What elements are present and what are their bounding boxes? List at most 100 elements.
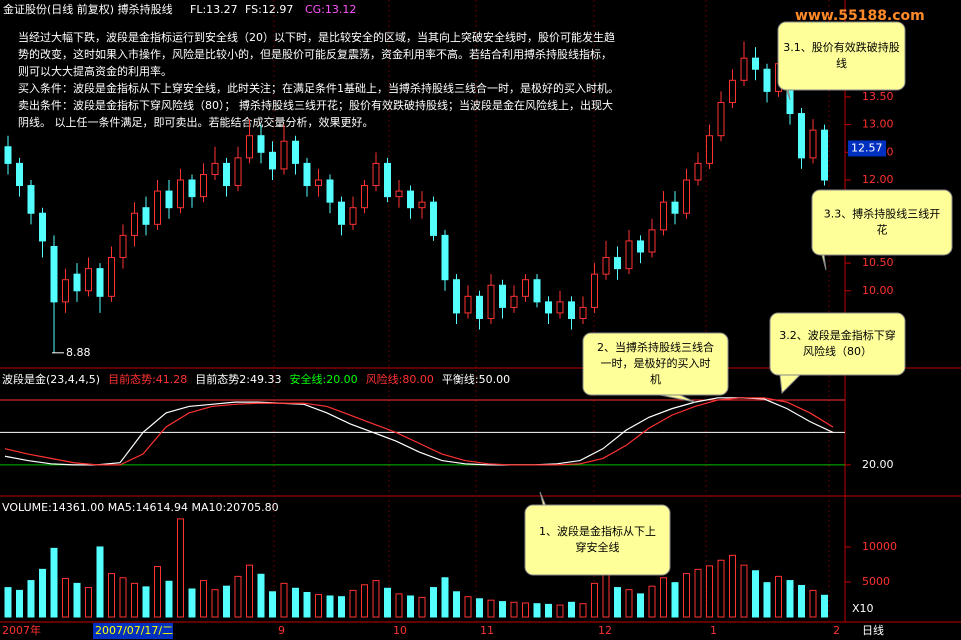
volume-bar — [591, 582, 598, 618]
volume-bar — [752, 570, 759, 618]
candle-body — [361, 185, 368, 209]
candle-body — [579, 306, 587, 319]
callout-box — [777, 21, 906, 91]
indicator-tick-label: 20.00 — [862, 458, 894, 471]
volume-bar — [269, 591, 276, 618]
volume-unit: X10 — [852, 602, 874, 615]
volume-header: VOLUME:14361.00 MA5:14614.94 MA10:20705.… — [2, 501, 279, 514]
candle-body — [211, 162, 219, 175]
candle-body — [763, 68, 771, 92]
date-label: 10 — [393, 624, 407, 637]
volume-bar — [660, 577, 667, 618]
volume-bar — [292, 587, 299, 618]
callout-box — [811, 189, 953, 256]
volume-bar — [579, 603, 587, 618]
candle-body — [50, 245, 58, 303]
volume-bar — [257, 573, 265, 618]
candle-body — [683, 179, 690, 214]
volume-bar — [73, 582, 81, 618]
volume-bar — [246, 564, 253, 618]
callout-box — [769, 312, 906, 376]
volume-bar — [154, 566, 161, 618]
callout-text: 2、当搏杀持股线三线合 — [597, 340, 714, 354]
candle-body — [269, 151, 276, 170]
volume-bar — [441, 577, 449, 618]
description-line: 买入条件：波段是金指标从下上穿安全线，此时关注；在满足条件1基础上，当搏杀持股线… — [18, 81, 619, 95]
candle-body — [706, 135, 713, 164]
price-tick-label: 10.50 — [862, 256, 894, 269]
volume-bar — [16, 589, 23, 618]
chart-title: 金证股份(日线 前复权) 搏杀持股线 — [3, 2, 173, 16]
date-label: 2 — [833, 624, 840, 637]
volume-bar — [361, 584, 368, 618]
candle-body — [177, 179, 184, 209]
date-label: 11 — [480, 624, 494, 637]
callout-text: 一时，是极好的买入时 — [601, 356, 711, 370]
volume-bar — [349, 589, 357, 618]
volume-bar — [568, 601, 575, 618]
callout-text: 机 — [650, 372, 661, 386]
candle-body — [614, 257, 621, 270]
fs-value: FS:12.97 — [245, 3, 293, 16]
candle-body — [96, 268, 104, 297]
volume-bar — [614, 587, 621, 618]
volume-bar — [775, 575, 782, 618]
description-line: 势的改变，这时如果入市操作，风险是比较小的，但是股价可能反复震荡，资金利用率不高… — [18, 47, 612, 61]
candle-body — [165, 190, 173, 209]
volume-bar — [476, 598, 483, 618]
indicator-label: 波段是金(23,4,4,5) — [2, 372, 100, 386]
candle-body — [119, 234, 127, 259]
volume-bar — [27, 580, 35, 618]
volume-bar — [4, 587, 12, 618]
volume-bar — [556, 604, 564, 618]
candle-body — [625, 240, 633, 270]
candle-body — [510, 295, 518, 308]
indicator-label: 目前态势2:49.33 — [195, 372, 281, 386]
watermark: www.55188.com — [795, 8, 925, 24]
candle-body — [809, 129, 817, 159]
date-label: 1 — [710, 624, 717, 637]
low-marker: 8.88 — [66, 346, 91, 359]
volume-bar — [487, 599, 495, 618]
volume-bar — [85, 587, 92, 618]
volume-bar — [177, 518, 184, 618]
candle-body — [4, 146, 12, 164]
volume-bar — [418, 596, 426, 618]
volume-bar — [798, 584, 805, 618]
volume-bar — [729, 554, 736, 618]
callout-box — [582, 332, 729, 396]
volume-bar — [234, 575, 242, 618]
volume-bar — [464, 596, 472, 618]
volume-bar — [303, 591, 311, 618]
volume-bar — [671, 582, 679, 618]
date-label: 9 — [278, 624, 285, 637]
candle-body — [16, 162, 23, 187]
callout-text: 3.2、波段是金指标下穿 — [779, 328, 896, 342]
candle-body — [62, 279, 69, 303]
candle-body — [154, 190, 161, 225]
volume-bar — [821, 594, 828, 618]
candle-body — [349, 207, 357, 225]
volume-bar — [407, 595, 414, 618]
candle-body — [798, 113, 805, 159]
candle-body — [315, 179, 322, 187]
candle-body — [694, 162, 702, 181]
price-tick-label: 13.50 — [862, 90, 894, 103]
candle-body — [223, 162, 230, 187]
volume-bar — [499, 601, 506, 618]
volume-bar — [384, 587, 391, 618]
volume-bar — [165, 580, 173, 618]
volume-tick-label: 10000 — [862, 540, 897, 553]
candle-body — [637, 240, 644, 253]
date-highlight — [93, 623, 173, 639]
candle-body — [85, 268, 92, 292]
volume-bar — [740, 564, 748, 618]
volume-bar — [706, 565, 713, 618]
volume-bar — [694, 568, 702, 618]
candle-body — [545, 301, 552, 314]
candle-body — [533, 279, 541, 303]
callout-box — [524, 504, 671, 576]
candle-body — [280, 140, 288, 170]
date-label: 12 — [598, 624, 612, 637]
